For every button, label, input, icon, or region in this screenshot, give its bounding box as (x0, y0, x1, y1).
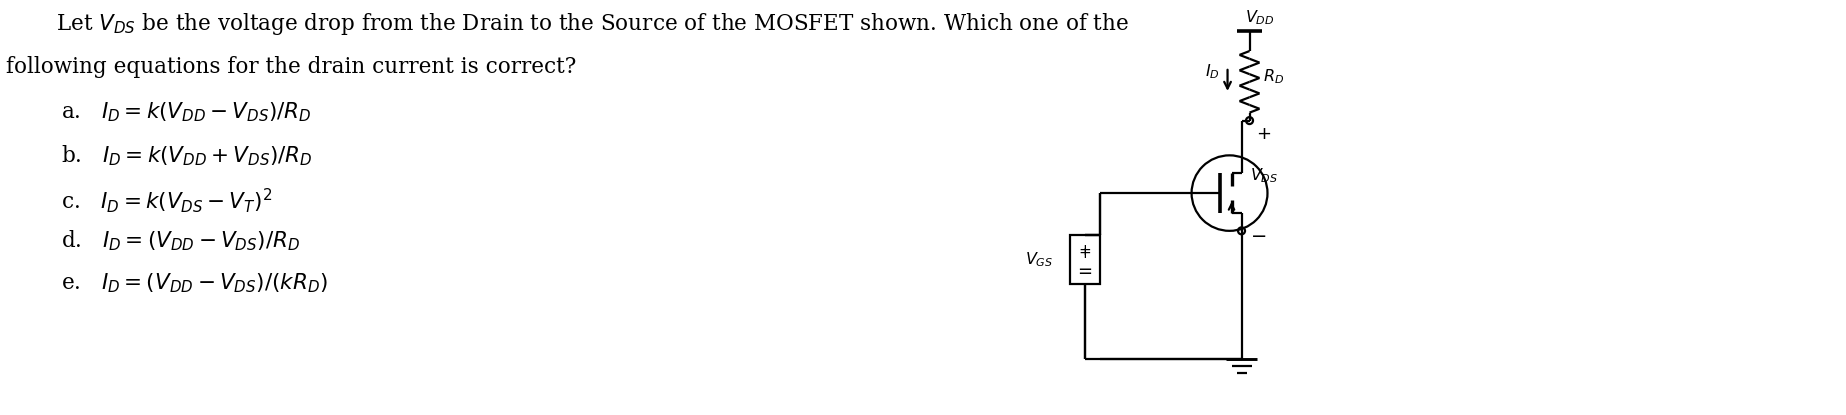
Text: $V_{DS}$: $V_{DS}$ (1250, 166, 1277, 185)
Text: a.   $I_D = k(V_{DD} - V_{DS})/R_D$: a. $I_D = k(V_{DD} - V_{DS})/R_D$ (61, 101, 312, 124)
Text: e.   $I_D = (V_{DD} - V_{DS})/(kR_D)$: e. $I_D = (V_{DD} - V_{DS})/(kR_D)$ (61, 271, 329, 295)
Text: $+$: $+$ (1078, 247, 1091, 261)
Text: b.   $I_D = k(V_{DD} + V_{DS})/R_D$: b. $I_D = k(V_{DD} + V_{DS})/R_D$ (61, 144, 312, 168)
Text: c.   $I_D = k(V_{DS} - V_T)^2$: c. $I_D = k(V_{DS} - V_T)^2$ (61, 186, 273, 215)
Text: $-$: $-$ (1078, 259, 1093, 276)
Text: $-$: $-$ (1078, 263, 1093, 281)
Text: $-$: $-$ (1250, 226, 1266, 244)
Text: $I_D$: $I_D$ (1205, 63, 1220, 81)
Text: $V_{DD}$: $V_{DD}$ (1244, 9, 1274, 27)
Text: $R_D$: $R_D$ (1263, 68, 1285, 86)
Text: following equations for the drain current is correct?: following equations for the drain curren… (6, 56, 576, 78)
Text: Let $V_{DS}$ be the voltage drop from the Drain to the Source of the MOSFET show: Let $V_{DS}$ be the voltage drop from th… (57, 11, 1130, 37)
Text: d.   $I_D = (V_{DD} - V_{DS})/R_D$: d. $I_D = (V_{DD} - V_{DS})/R_D$ (61, 229, 301, 254)
Text: $+$: $+$ (1078, 244, 1091, 258)
Text: $+$: $+$ (1257, 124, 1272, 143)
Text: $V_{GS}$: $V_{GS}$ (1026, 250, 1054, 269)
